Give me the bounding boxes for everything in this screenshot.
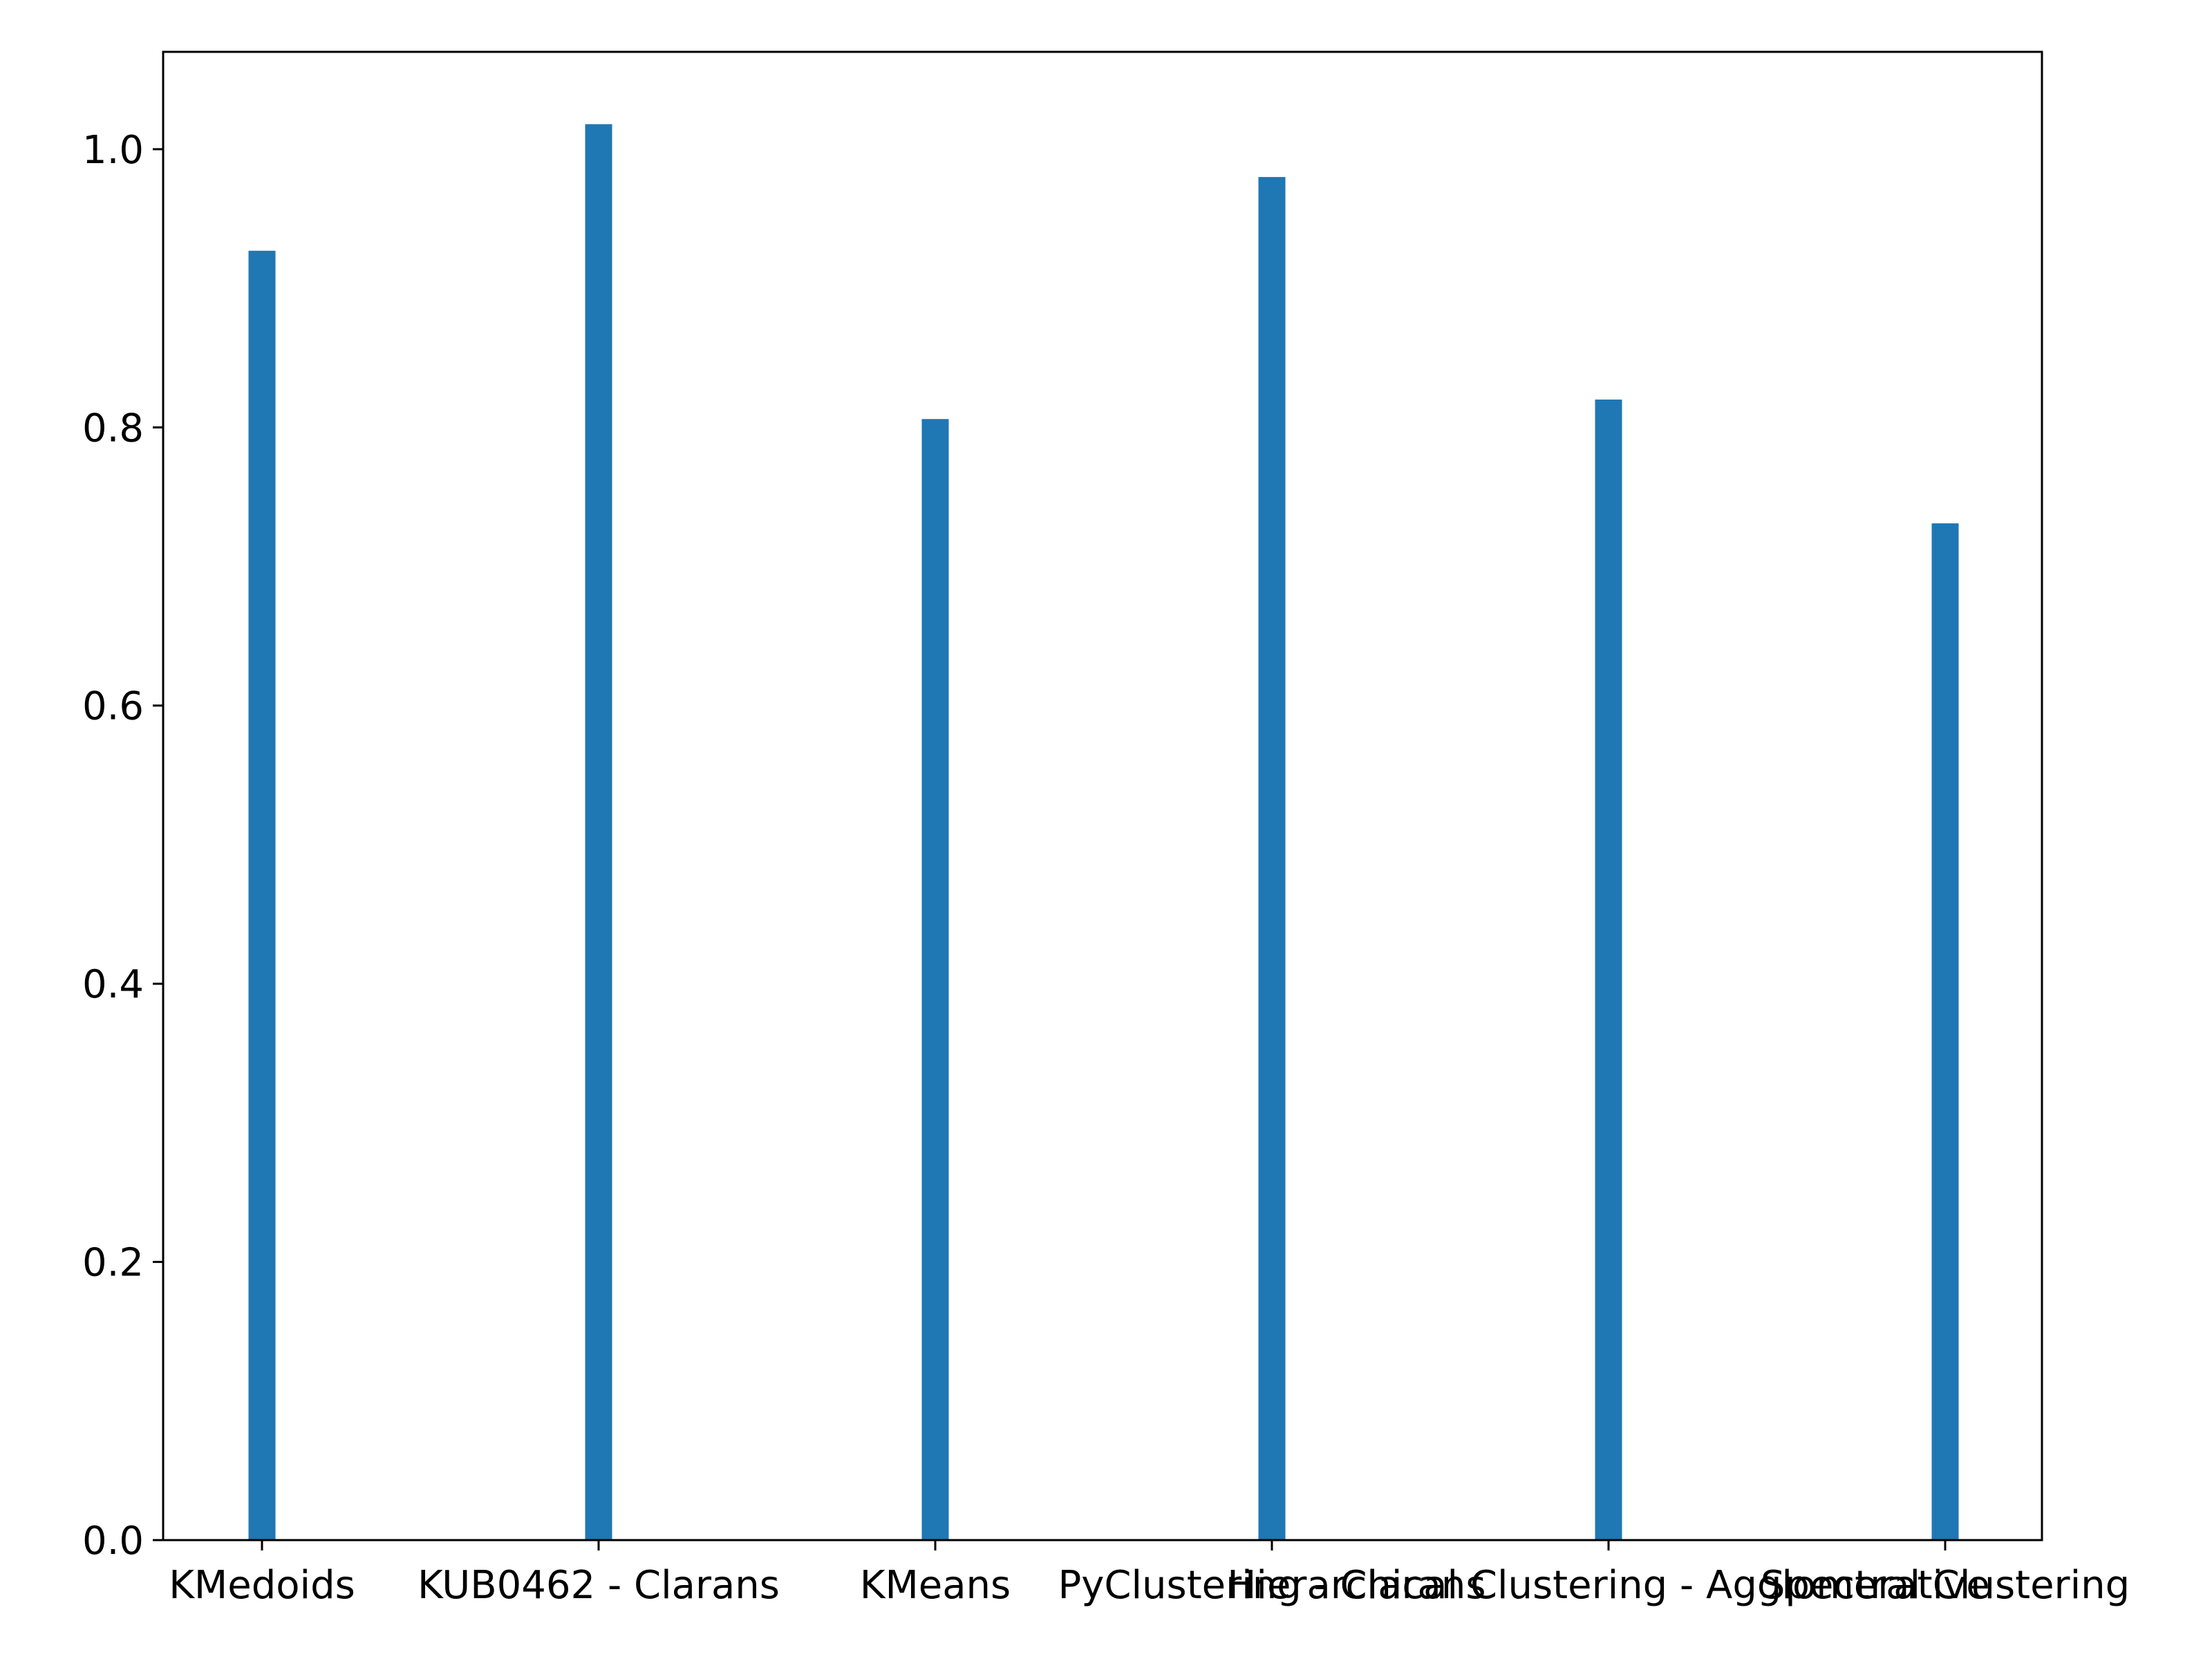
x-tick-label: KUB0462 - Clarans [418, 1563, 780, 1608]
y-axis: 0.0 0.2 0.4 0.6 0.8 1.0 [82, 128, 163, 1564]
y-tick-label: 0.4 [82, 962, 144, 1007]
x-tick-label: KMedoids [169, 1563, 355, 1608]
y-tick-label: 0.6 [82, 684, 144, 729]
x-tick-label: KMeans [860, 1563, 1011, 1608]
bar-3 [1259, 177, 1286, 1540]
x-tick-label: Spectral Clustering [1761, 1563, 2130, 1608]
y-tick-label: 0.8 [82, 406, 144, 451]
bars-group [249, 124, 1959, 1540]
bar-0 [249, 251, 276, 1540]
plot-frame [163, 52, 2042, 1540]
y-tick-label: 1.0 [82, 128, 144, 173]
bar-4 [1595, 400, 1622, 1540]
y-tick-label: 0.0 [82, 1519, 144, 1564]
x-axis: KMedoids KUB0462 - Clarans KMeans PyCluster… [169, 1540, 2130, 1608]
bar-2 [922, 419, 949, 1540]
bar-1 [585, 124, 612, 1540]
bar-5 [1932, 523, 1959, 1540]
y-tick-label: 0.2 [82, 1241, 144, 1286]
